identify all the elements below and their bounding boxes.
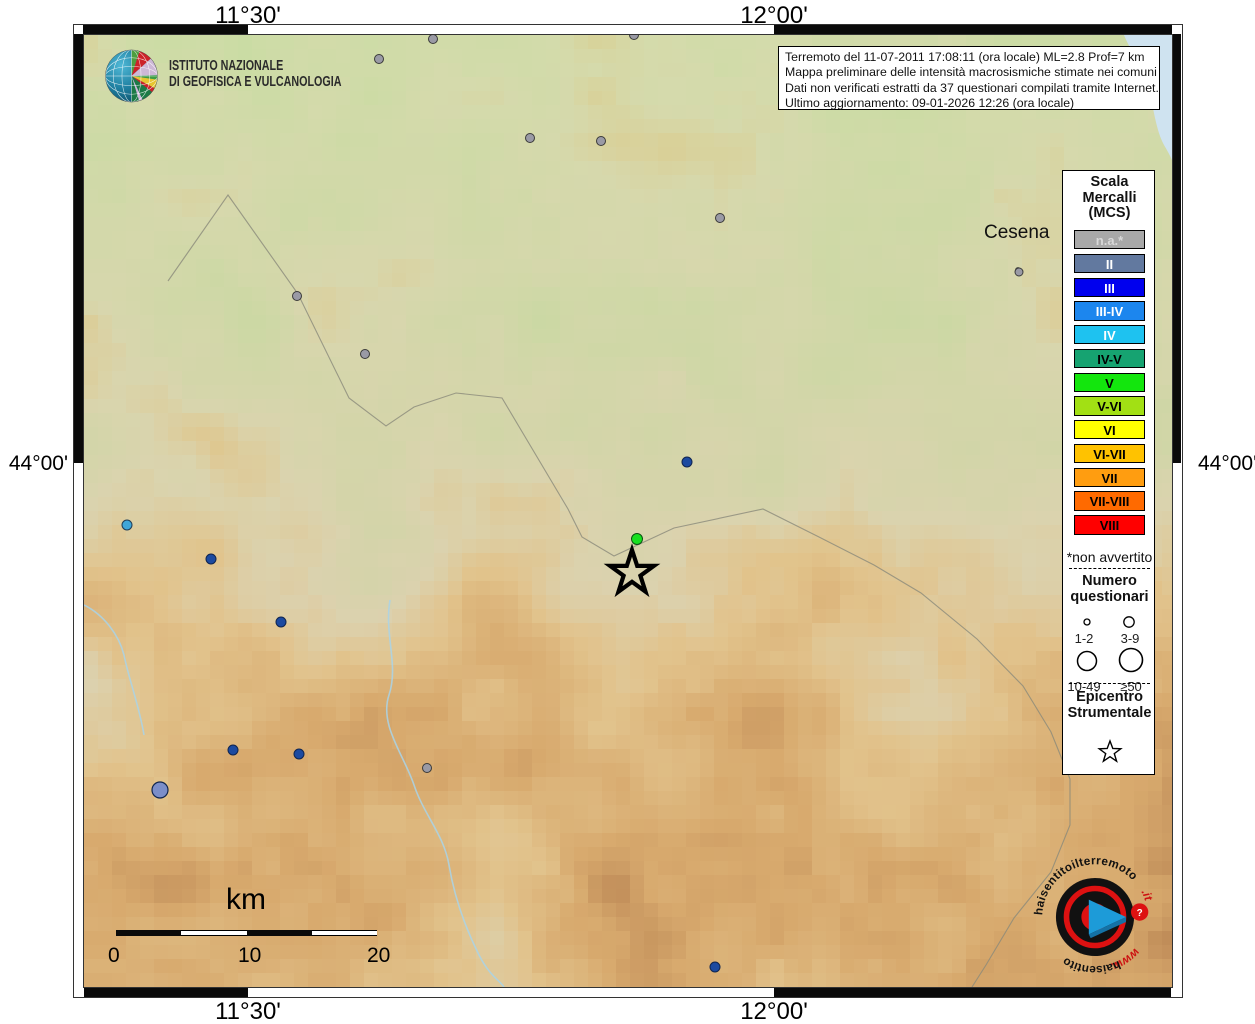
svg-text:.it: .it <box>1139 887 1156 903</box>
svg-text:haisentito: haisentito <box>1061 955 1123 977</box>
svg-text:?: ? <box>1137 908 1143 919</box>
